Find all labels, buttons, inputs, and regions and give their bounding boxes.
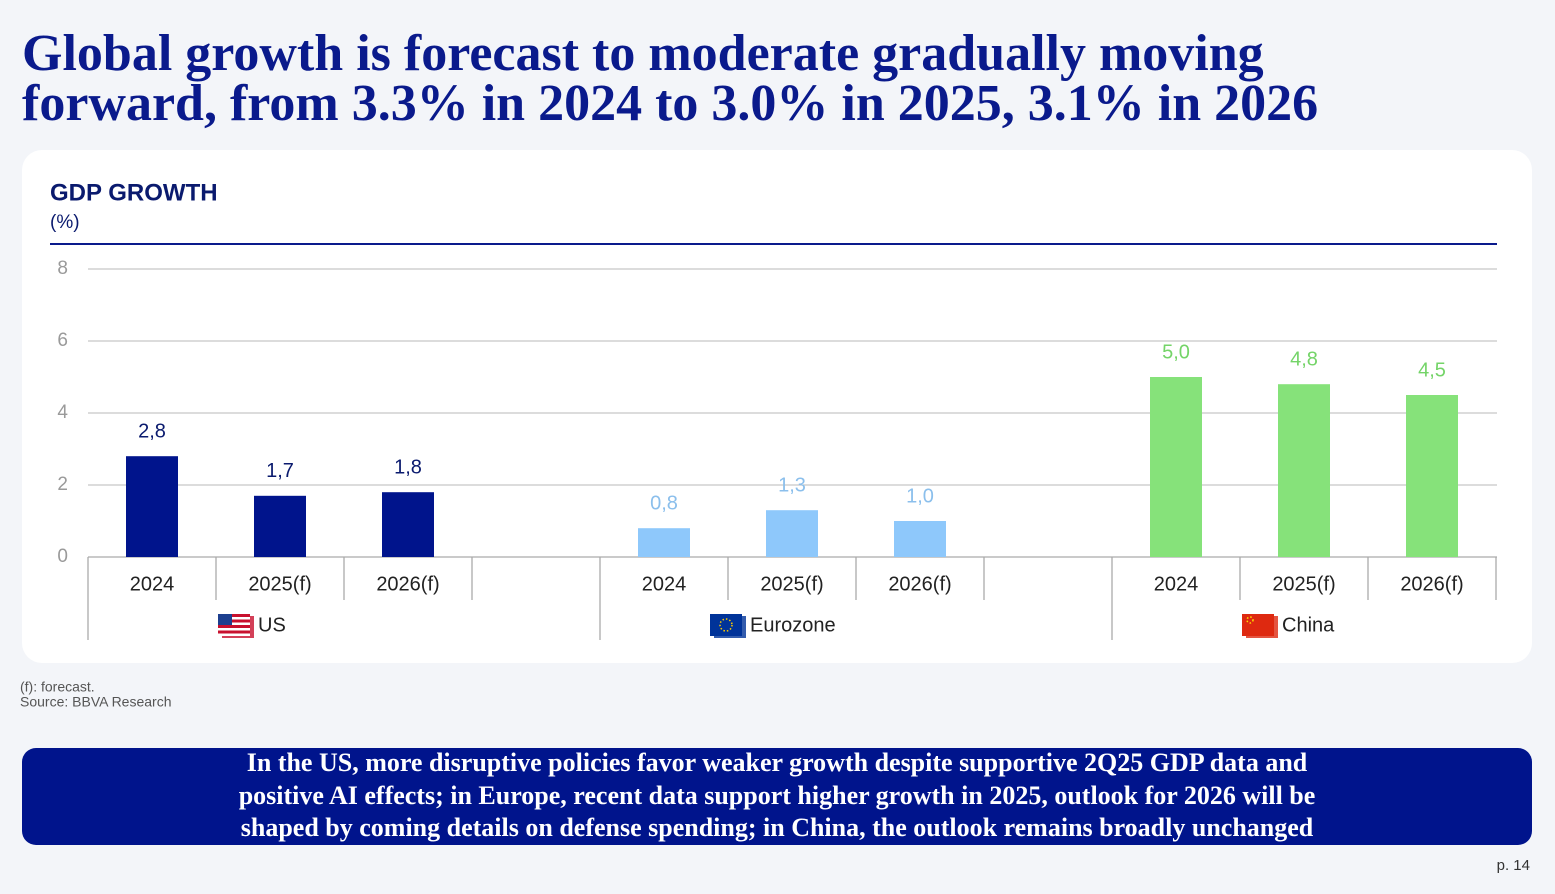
x-tick-label: 2026(f) xyxy=(1400,573,1463,595)
slide-title: Global growth is forecast to moderate gr… xyxy=(22,25,1264,82)
bar xyxy=(766,510,818,557)
value-label: 1,0 xyxy=(906,485,934,507)
value-label: 2,8 xyxy=(138,420,166,442)
x-tick-label: 2025(f) xyxy=(248,573,311,595)
x-tick-label: 2024 xyxy=(1154,573,1199,595)
value-label: 1,7 xyxy=(266,460,294,482)
slide-title: forward, from 3.3% in 2024 to 3.0% in 20… xyxy=(22,75,1318,132)
value-label: 4,8 xyxy=(1290,348,1318,370)
bar xyxy=(1278,384,1330,557)
x-tick-label: 2024 xyxy=(130,573,175,595)
bar xyxy=(894,521,946,557)
value-label: 5,0 xyxy=(1162,341,1190,363)
legend-label: Eurozone xyxy=(750,614,836,636)
bar xyxy=(1406,395,1458,557)
value-label: 0,8 xyxy=(650,492,678,514)
y-tick-label: 0 xyxy=(57,546,68,567)
chart-title: GDP GROWTH xyxy=(50,179,218,206)
y-tick-label: 2 xyxy=(57,474,68,495)
y-tick-label: 8 xyxy=(57,258,68,279)
bar xyxy=(382,492,434,557)
bar xyxy=(254,495,306,557)
bar xyxy=(126,456,178,557)
callout-text: positive AI effects; in Europe, recent d… xyxy=(239,781,1316,810)
bar xyxy=(638,528,690,557)
x-tick-label: 2025(f) xyxy=(760,573,823,595)
flag-icon xyxy=(1242,614,1278,638)
y-tick-label: 6 xyxy=(57,330,68,351)
callout-box xyxy=(22,748,1532,845)
legend-label: China xyxy=(1282,614,1335,636)
x-tick-label: 2024 xyxy=(642,573,687,595)
page-number: p. 14 xyxy=(1497,857,1530,874)
x-tick-label: 2026(f) xyxy=(888,573,951,595)
value-label: 1,8 xyxy=(394,456,422,478)
source: Source: BBVA Research xyxy=(20,694,171,710)
flag-icon xyxy=(710,614,746,638)
bar xyxy=(1150,377,1202,557)
x-tick-label: 2026(f) xyxy=(376,573,439,595)
callout-text: In the US, more disruptive policies favo… xyxy=(247,748,1308,777)
value-label: 4,5 xyxy=(1418,359,1446,381)
legend-label: US xyxy=(258,614,286,636)
flag-icon xyxy=(218,614,254,638)
x-tick-label: 2025(f) xyxy=(1272,573,1335,595)
callout-text: shaped by coming details on defense spen… xyxy=(241,813,1314,842)
value-label: 1,3 xyxy=(778,474,806,496)
chart-subtitle: (%) xyxy=(50,212,80,233)
y-tick-label: 4 xyxy=(57,402,68,423)
footnote: (f): forecast. xyxy=(20,679,95,695)
